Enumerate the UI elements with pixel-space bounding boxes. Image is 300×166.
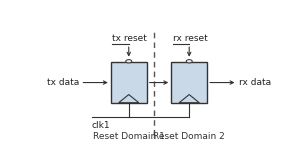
Text: Reset Domain 2: Reset Domain 2 xyxy=(153,132,225,141)
Text: clk1: clk1 xyxy=(92,121,110,130)
Text: rx data: rx data xyxy=(238,78,271,87)
Circle shape xyxy=(126,60,132,63)
Circle shape xyxy=(186,60,192,63)
Bar xyxy=(171,62,207,103)
Text: Reset Domain 1: Reset Domain 1 xyxy=(93,132,165,141)
Text: rx reset: rx reset xyxy=(173,34,208,43)
Text: tx data: tx data xyxy=(47,78,79,87)
Bar xyxy=(111,62,147,103)
Text: tx reset: tx reset xyxy=(112,34,147,43)
